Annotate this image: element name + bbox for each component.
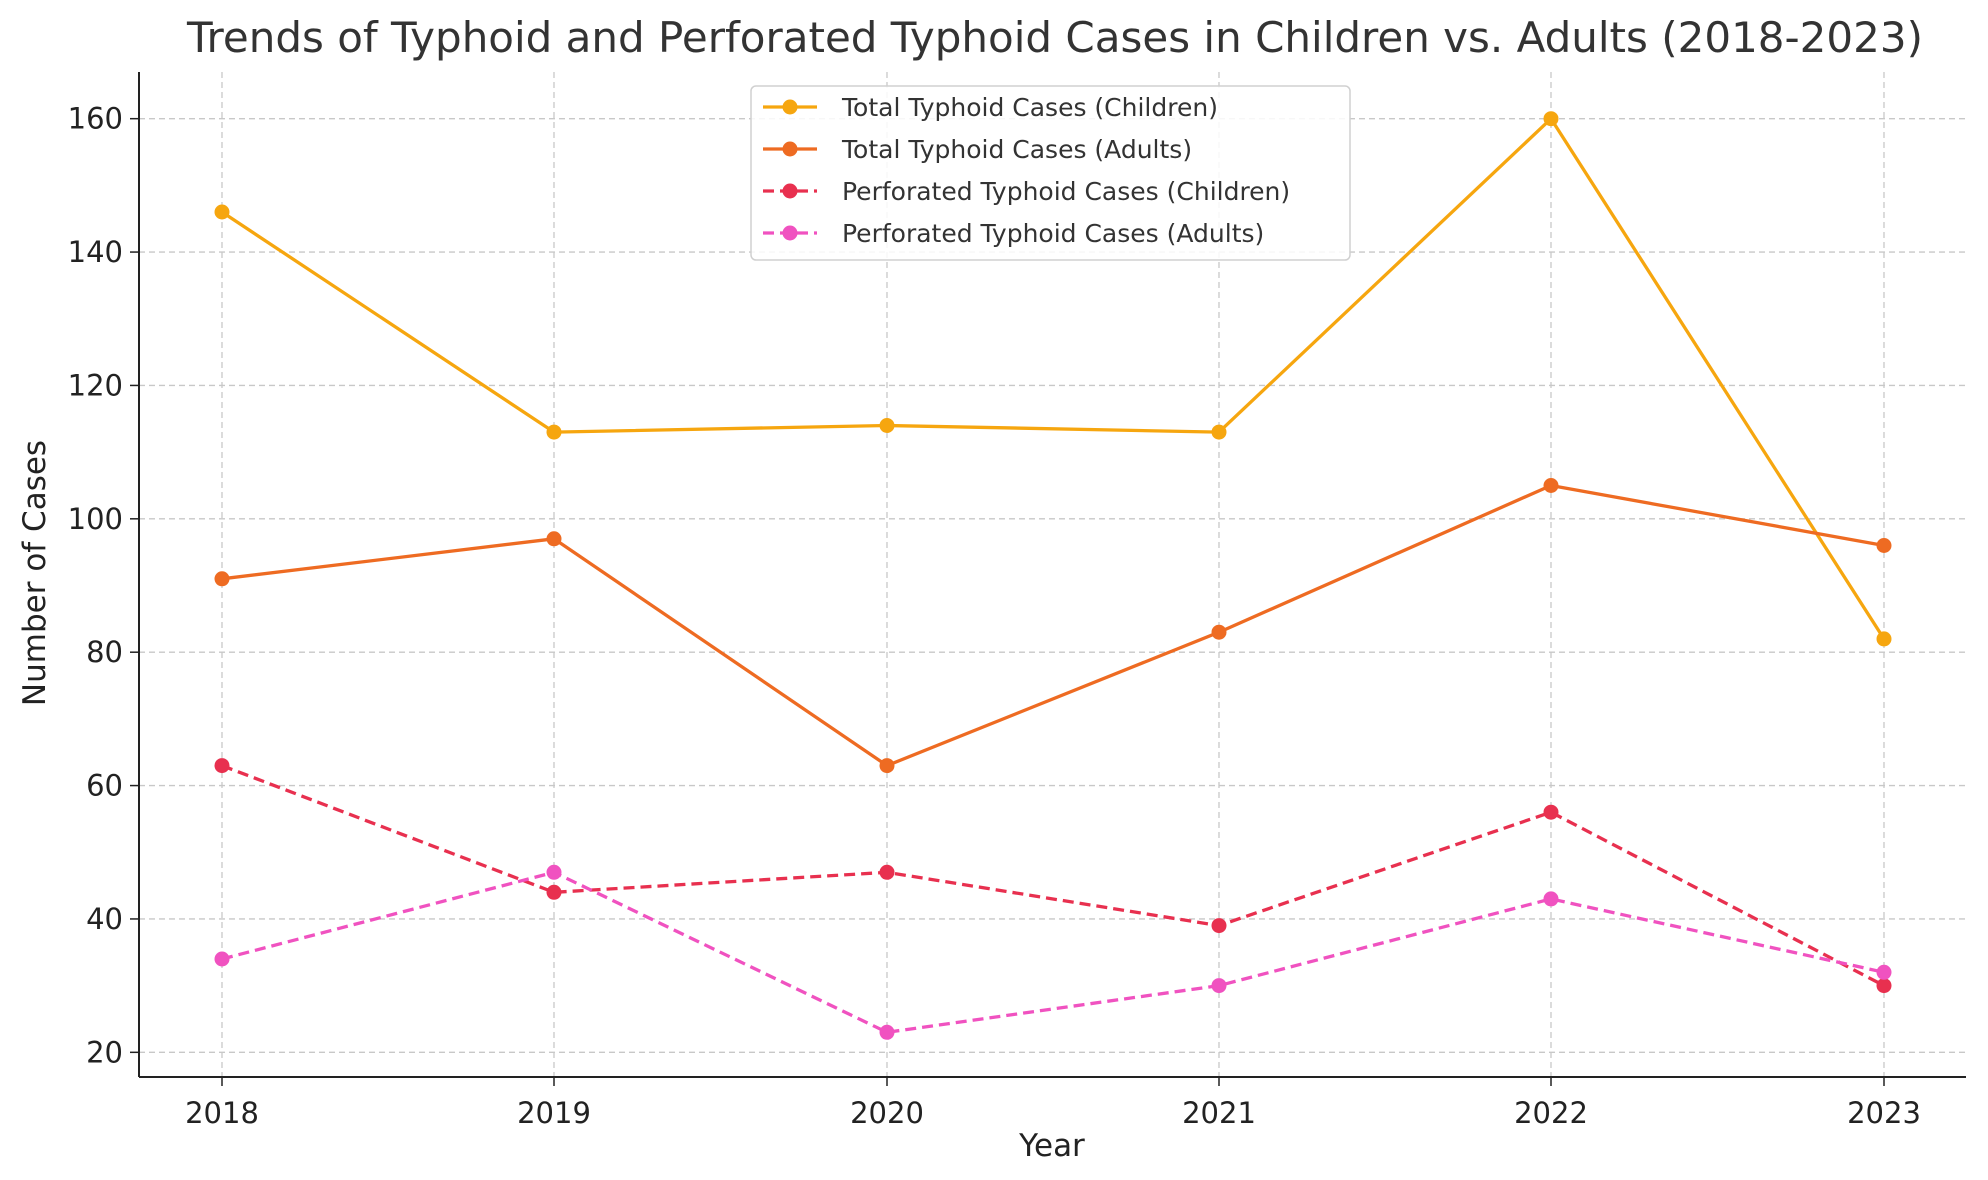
data-point <box>1876 978 1892 994</box>
legend-box <box>750 85 1351 261</box>
data-point <box>214 204 230 220</box>
y-tick-label: 160 <box>68 102 123 136</box>
series-line <box>221 483 1885 768</box>
series-line <box>221 870 1885 1034</box>
data-point <box>546 884 562 900</box>
legend-label: Total Typhoid Cases (Children) <box>841 93 1218 122</box>
series-line <box>221 764 1885 988</box>
y-tick-label: 140 <box>68 235 123 269</box>
y-tick-label: 60 <box>86 769 123 803</box>
legend-swatch-marker <box>782 99 798 115</box>
data-point <box>214 951 230 967</box>
series-line <box>221 117 1886 640</box>
data-point <box>1543 891 1559 907</box>
data-point <box>1211 424 1227 440</box>
data-point <box>1876 964 1892 980</box>
data-point <box>1876 538 1892 553</box>
data-point <box>1543 478 1559 493</box>
data-point <box>879 864 895 880</box>
data-point <box>546 424 562 440</box>
legend-swatch-marker <box>782 225 798 241</box>
y-tick-label: 120 <box>68 368 123 402</box>
x-axis-label: Year <box>1018 1128 1085 1164</box>
series-2 <box>214 478 1892 774</box>
axes-layer <box>138 72 1966 1078</box>
x-tick-label: 2020 <box>850 1096 924 1130</box>
legend-item: Perforated Typhoid Cases (Children) <box>763 177 1290 206</box>
data-point <box>1876 631 1892 647</box>
data-point <box>879 1024 895 1040</box>
legend-label: Total Typhoid Cases (Adults) <box>841 135 1192 164</box>
y-tick-label: 100 <box>68 502 123 536</box>
data-point <box>1543 111 1559 127</box>
legend: Total Typhoid Cases (Children) Total Typh… <box>750 85 1351 261</box>
x-tick-label: 2019 <box>517 1096 591 1130</box>
legend-item: Total Typhoid Cases (Children) <box>763 93 1218 122</box>
legend-label: Perforated Typhoid Cases (Adults) <box>842 219 1264 248</box>
x-tick-label: 2018 <box>185 1096 259 1130</box>
x-tick-label: 2022 <box>1514 1096 1588 1130</box>
y-axis-label: Number of Cases <box>17 440 53 706</box>
legend-swatch-marker <box>782 183 798 199</box>
data-point <box>1543 804 1559 820</box>
legend-label: Perforated Typhoid Cases (Children) <box>842 177 1290 206</box>
series-1 <box>214 111 1892 647</box>
chart-title: Trends of Typhoid and Perforated Typhoid… <box>186 13 1923 62</box>
legend-item: Perforated Typhoid Cases (Adults) <box>763 219 1264 248</box>
series-4 <box>214 864 1892 1040</box>
data-point <box>1211 918 1227 934</box>
series-3 <box>214 758 1892 994</box>
data-point <box>546 864 562 880</box>
y-tick-label: 20 <box>86 1035 123 1069</box>
x-tick-label: 2023 <box>1847 1096 1921 1130</box>
data-point <box>546 531 562 547</box>
data-point <box>214 758 230 774</box>
y-tick-label: 80 <box>86 635 123 669</box>
legend-item: Total Typhoid Cases (Adults) <box>763 135 1192 164</box>
series-layer <box>214 111 1892 1040</box>
ticks-layer: 2018 2019 2020 2021 2022 2023 20 40 60 80 100 120 14… <box>68 102 1921 1130</box>
data-point <box>214 571 230 587</box>
legend-swatch-marker <box>782 141 798 157</box>
data-point <box>879 758 895 774</box>
data-point <box>879 418 895 433</box>
data-point <box>1211 978 1227 994</box>
data-point <box>1211 624 1227 640</box>
x-tick-label: 2021 <box>1182 1096 1256 1130</box>
y-tick-label: 40 <box>86 902 123 936</box>
